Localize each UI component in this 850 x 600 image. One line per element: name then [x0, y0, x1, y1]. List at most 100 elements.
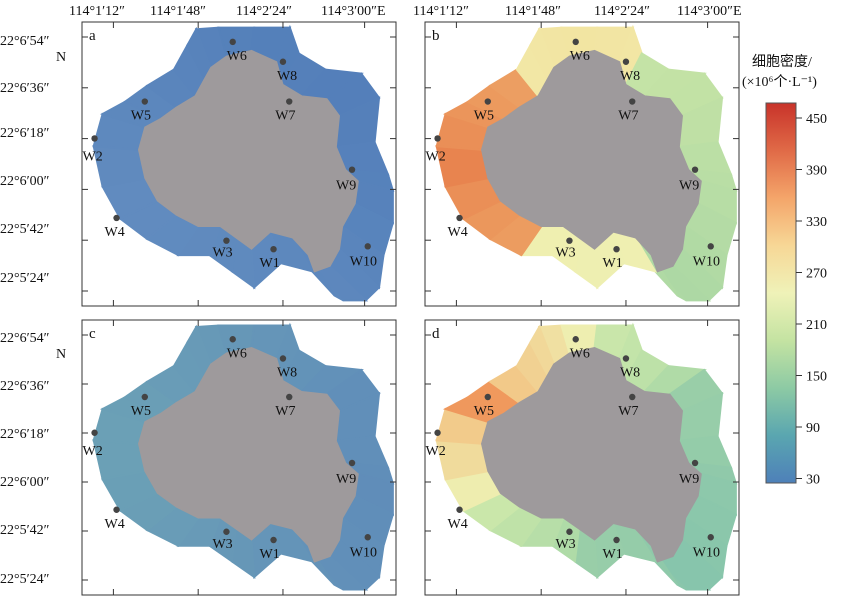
- station-marker: [113, 506, 120, 513]
- lon-label: 114°3′00″E: [677, 4, 742, 19]
- colorbar-tick-label: 150: [806, 370, 827, 385]
- station-label: W3: [555, 537, 575, 552]
- station-label: W3: [212, 537, 232, 552]
- lat-label: 22°6′00″: [0, 475, 50, 490]
- lon-label: 114°2′24″: [594, 4, 650, 19]
- map-panel-d: d W1 W2 W3 W4 W5 W6 W7 W8 W9 W10: [424, 319, 740, 596]
- station-marker: [566, 237, 573, 244]
- colorbar-tick-label: 30: [806, 473, 820, 488]
- lat-labels-bottom: 22°6′54″ N 22°6′36″ 22°6′18″ 22°6′00″ 22…: [0, 331, 66, 587]
- station-label: W10: [350, 545, 377, 560]
- island-land: [481, 49, 702, 273]
- lat-label: 22°6′54″: [0, 331, 50, 346]
- station-label: W7: [618, 109, 638, 124]
- colorbar-tick-label: 450: [806, 112, 827, 127]
- lat-label: 22°6′18″: [0, 126, 50, 141]
- island-land: [481, 346, 702, 563]
- station-marker: [141, 393, 148, 401]
- panel-letter: b: [432, 28, 440, 44]
- station-marker: [279, 355, 287, 362]
- station-marker: [91, 429, 98, 436]
- station-label: W7: [275, 109, 295, 124]
- lon-label: 114°1′48″: [150, 4, 206, 19]
- station-marker: [691, 166, 699, 173]
- colorbar-unit: (×10⁶个·L⁻¹): [742, 74, 817, 90]
- station-marker: [613, 536, 620, 544]
- station-label: W10: [693, 545, 720, 560]
- station-label: W7: [618, 404, 638, 419]
- map-panel-c: c W1 W2 W3 W4 W5 W6 W7 W8 W9 W10: [81, 319, 397, 596]
- island-land: [138, 49, 359, 273]
- map-panel-a: a W1 W2 W3 W4 W5 W6 W7 W8 W9 W10: [81, 21, 397, 307]
- station-label: W7: [275, 404, 295, 419]
- panel-letter: d: [432, 326, 440, 342]
- station-label: W3: [555, 246, 575, 261]
- station-label: W10: [350, 254, 377, 269]
- lat-label: 22°6′00″: [0, 174, 50, 189]
- station-marker: [91, 135, 98, 142]
- station-label: W6: [227, 346, 247, 361]
- station-label: W3: [212, 246, 232, 261]
- station-label: W5: [131, 404, 151, 419]
- station-marker: [286, 393, 293, 401]
- station-marker: [566, 528, 573, 535]
- lat-label: 22°6′36″: [0, 81, 50, 96]
- station-label: W8: [620, 366, 640, 381]
- panel-letter: c: [89, 326, 96, 342]
- station-label: W2: [426, 149, 446, 164]
- colorbar-tick-label: 270: [806, 267, 827, 282]
- station-marker: [286, 98, 293, 105]
- station-label: W9: [336, 179, 356, 194]
- station-marker: [572, 336, 579, 343]
- lat-label: 22°6′18″: [0, 427, 50, 442]
- station-label: W9: [336, 472, 356, 487]
- station-marker: [622, 58, 630, 65]
- station-label: W2: [426, 444, 446, 459]
- station-marker: [622, 355, 630, 362]
- station-label: W5: [474, 109, 494, 124]
- lat-label-suffix: N: [56, 50, 66, 65]
- station-marker: [141, 98, 148, 105]
- station-label: W9: [679, 179, 699, 194]
- station-label: W1: [260, 547, 280, 562]
- station-marker: [691, 459, 699, 467]
- station-marker: [113, 214, 120, 222]
- station-label: W4: [448, 517, 468, 532]
- station-label: W4: [448, 225, 468, 240]
- station-label: W6: [570, 49, 590, 64]
- station-marker: [270, 536, 277, 544]
- station-label: W4: [105, 225, 125, 240]
- station-marker: [613, 246, 620, 253]
- station-label: W1: [603, 547, 623, 562]
- colorbar-tick-label: 390: [806, 164, 827, 179]
- lon-label: 114°2′24″: [236, 4, 292, 19]
- station-label: W8: [620, 69, 640, 84]
- station-marker: [223, 237, 230, 244]
- colorbar-tick-label: 90: [806, 421, 820, 436]
- station-marker: [348, 166, 356, 173]
- lat-label: 22°5′42″: [0, 222, 50, 237]
- station-marker: [629, 98, 636, 105]
- colorbar-ticks: 450 390 330 270 210 150 90 30: [796, 112, 827, 488]
- station-label: W1: [603, 256, 623, 271]
- lon-label: 114°1′48″: [505, 4, 561, 19]
- station-label: W9: [679, 472, 699, 487]
- station-marker: [279, 58, 287, 65]
- lat-label: 22°5′24″: [0, 271, 50, 286]
- station-marker: [572, 38, 579, 46]
- lat-label: 22°6′36″: [0, 379, 50, 394]
- map-panel-b: b W1 W2 W3 W4 W5 W6 W7 W8 W9 W10: [424, 21, 740, 307]
- station-marker: [434, 429, 441, 436]
- station-label: W6: [227, 49, 247, 64]
- colorbar-tick-label: 330: [806, 215, 827, 230]
- lat-label: 22°5′24″: [0, 572, 50, 587]
- station-label: W1: [260, 256, 280, 271]
- lon-label: 114°3′00″E: [321, 4, 386, 19]
- colorbar: 细胞密度/ (×10⁶个·L⁻¹) 450 390 330 270 210 150 90 30: [742, 53, 827, 488]
- station-label: W5: [131, 109, 151, 124]
- lat-label: 22°5′42″: [0, 523, 50, 538]
- station-label: W2: [83, 444, 103, 459]
- station-marker: [229, 38, 236, 46]
- station-marker: [456, 214, 463, 222]
